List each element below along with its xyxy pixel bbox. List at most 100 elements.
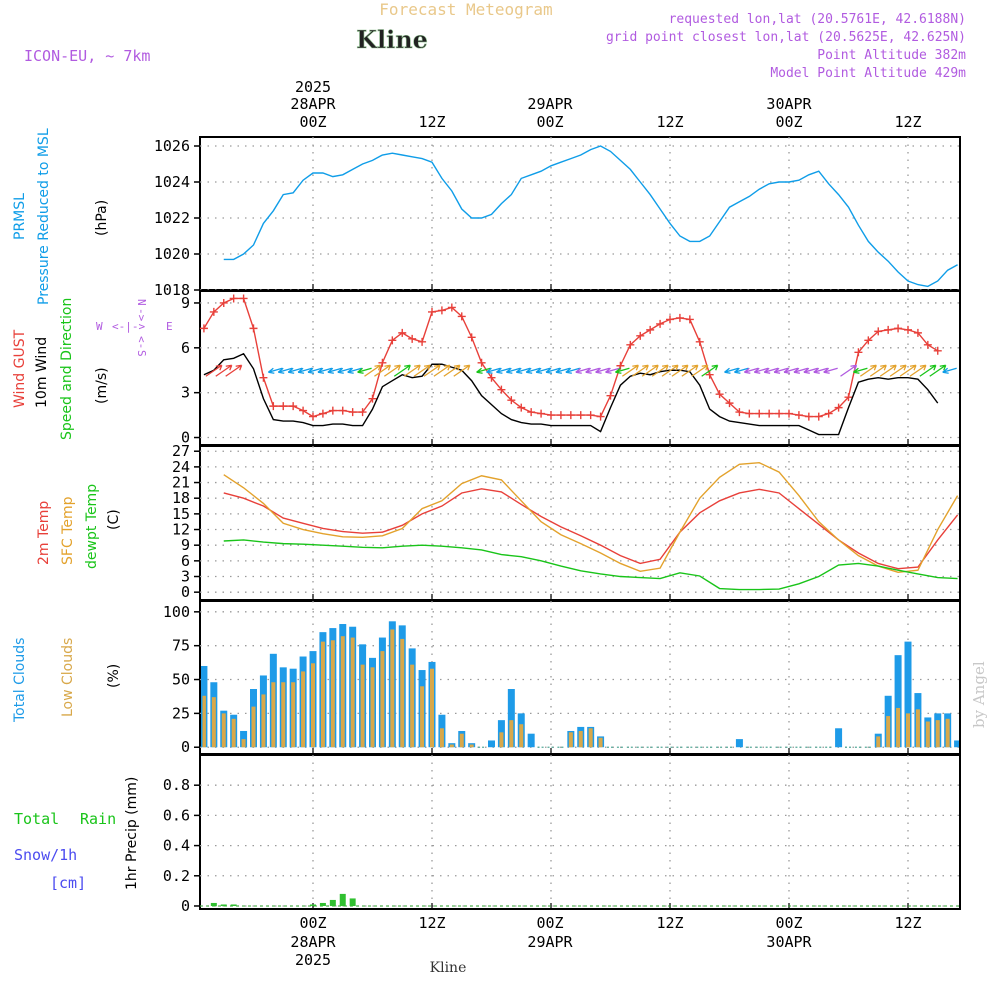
gust-marker xyxy=(299,406,308,415)
clouds-label-total: Total Clouds xyxy=(12,638,28,723)
wind-arrow xyxy=(803,367,819,374)
low-cloud-bar xyxy=(886,716,891,748)
gust-marker xyxy=(586,411,595,420)
wind-arrow xyxy=(929,364,947,377)
low-cloud-bar xyxy=(281,682,286,748)
bottom-year: 2025 xyxy=(295,951,331,969)
wind-arrow xyxy=(734,367,749,374)
clouds-ytick-label: 25 xyxy=(172,704,190,722)
low-cloud-bar xyxy=(449,744,454,748)
wind-arrow xyxy=(631,364,649,377)
precip-label-total: Total xyxy=(14,810,59,828)
wind-arrow xyxy=(565,367,581,374)
gust-marker xyxy=(884,325,893,334)
temperature-ytick-label: 3 xyxy=(181,568,190,586)
wind-arrow xyxy=(443,364,461,377)
wind-arrow xyxy=(225,364,243,377)
gust-marker xyxy=(646,325,655,334)
bottom-tick-00z-c: 00Z xyxy=(775,914,802,932)
gust-marker xyxy=(309,412,317,421)
series-line xyxy=(223,488,959,570)
low-cloud-bar xyxy=(459,733,464,748)
low-cloud-bar xyxy=(330,640,335,748)
low-cloud-bar xyxy=(380,651,385,748)
gust-marker xyxy=(537,409,546,418)
temperature-series-2m-temp xyxy=(223,488,959,570)
bottom-tick-12z-b: 12Z xyxy=(656,914,683,932)
gust-marker xyxy=(467,333,476,342)
top-tick-00z-c: 00Z xyxy=(775,113,802,131)
series-line xyxy=(223,145,958,288)
gust-marker xyxy=(398,328,407,337)
gust-marker xyxy=(547,411,555,420)
low-cloud-bar xyxy=(291,682,296,748)
low-cloud-bar xyxy=(876,736,881,748)
wind-arrow xyxy=(403,364,421,377)
clouds-ytick-label: 75 xyxy=(172,637,190,655)
gust-marker xyxy=(904,325,912,334)
total-cloud-bar xyxy=(835,728,843,748)
low-cloud-bar xyxy=(370,667,375,748)
gust-marker xyxy=(418,337,427,346)
rain-bar xyxy=(310,904,316,906)
gust-marker xyxy=(289,402,298,411)
low-cloud-bar xyxy=(896,707,901,748)
gust-marker xyxy=(437,306,446,315)
wind-arrow xyxy=(486,367,501,374)
wind-arrow xyxy=(545,367,561,374)
wind-arrow xyxy=(585,367,600,374)
model-altitude: Model Point Altitude 429m xyxy=(770,66,966,81)
gust-marker xyxy=(606,391,615,400)
low-cloud-bar xyxy=(519,724,524,748)
wind-panel: 0 3 6 9 xyxy=(181,291,961,447)
low-cloud-bar xyxy=(231,718,236,748)
wind-arrow xyxy=(205,364,223,377)
wind-arrow xyxy=(691,364,709,377)
low-cloud-bar xyxy=(271,682,276,748)
gust-marker xyxy=(447,303,456,312)
wind-ytick-label: 9 xyxy=(181,294,190,312)
wind-arrow xyxy=(383,364,401,377)
pressure-unit: (hPa) xyxy=(94,200,110,236)
wind-arrow xyxy=(307,367,323,374)
bottom-tick-00z-b: 00Z xyxy=(536,914,563,932)
temperature-ytick-label: 9 xyxy=(181,536,190,554)
wind-arrow xyxy=(615,367,630,374)
wind-arrow xyxy=(869,364,887,377)
wind-series-10m-wind xyxy=(203,352,939,436)
low-cloud-bar xyxy=(390,629,395,748)
temperature-series-dewpt-temp xyxy=(223,539,958,591)
gust-marker xyxy=(556,411,565,420)
gust-marker xyxy=(259,373,268,382)
gust-marker xyxy=(735,408,744,417)
gust-marker xyxy=(844,393,853,402)
series-line xyxy=(203,352,939,436)
wind-arrow xyxy=(840,364,858,377)
wind-arrow xyxy=(423,364,441,377)
gust-marker xyxy=(715,390,724,399)
gust-marker xyxy=(675,313,684,322)
compass-west-label: W xyxy=(96,320,103,333)
gust-marker xyxy=(923,340,932,349)
gust-marker xyxy=(596,412,605,421)
wind-arrows xyxy=(205,364,957,377)
gust-marker xyxy=(814,412,823,421)
wind-arrow xyxy=(277,367,293,374)
pressure-series-prmsl xyxy=(223,145,958,288)
low-cloud-bar xyxy=(906,713,910,748)
wind-arrow xyxy=(357,367,372,374)
wind-arrow xyxy=(681,364,699,377)
pressure-label-desc: Pressure Reduced to MSL xyxy=(36,128,52,305)
gust-marker xyxy=(507,396,516,405)
wind-series-wind-gust xyxy=(200,294,942,421)
bottom-date-29apr: 29APR xyxy=(527,933,573,951)
wind-arrow xyxy=(919,364,937,377)
pressure-ytick-label: 1024 xyxy=(154,173,190,191)
gust-marker xyxy=(388,336,397,345)
clouds-panel: 0 25 50 75 100 xyxy=(163,600,961,756)
wind-arrow xyxy=(413,364,431,377)
wind-arrow xyxy=(859,364,877,377)
temperature-ytick-label: 21 xyxy=(172,474,190,492)
gridpoint-coords: grid point closest lon,lat (20.5625E, 42… xyxy=(606,30,966,45)
